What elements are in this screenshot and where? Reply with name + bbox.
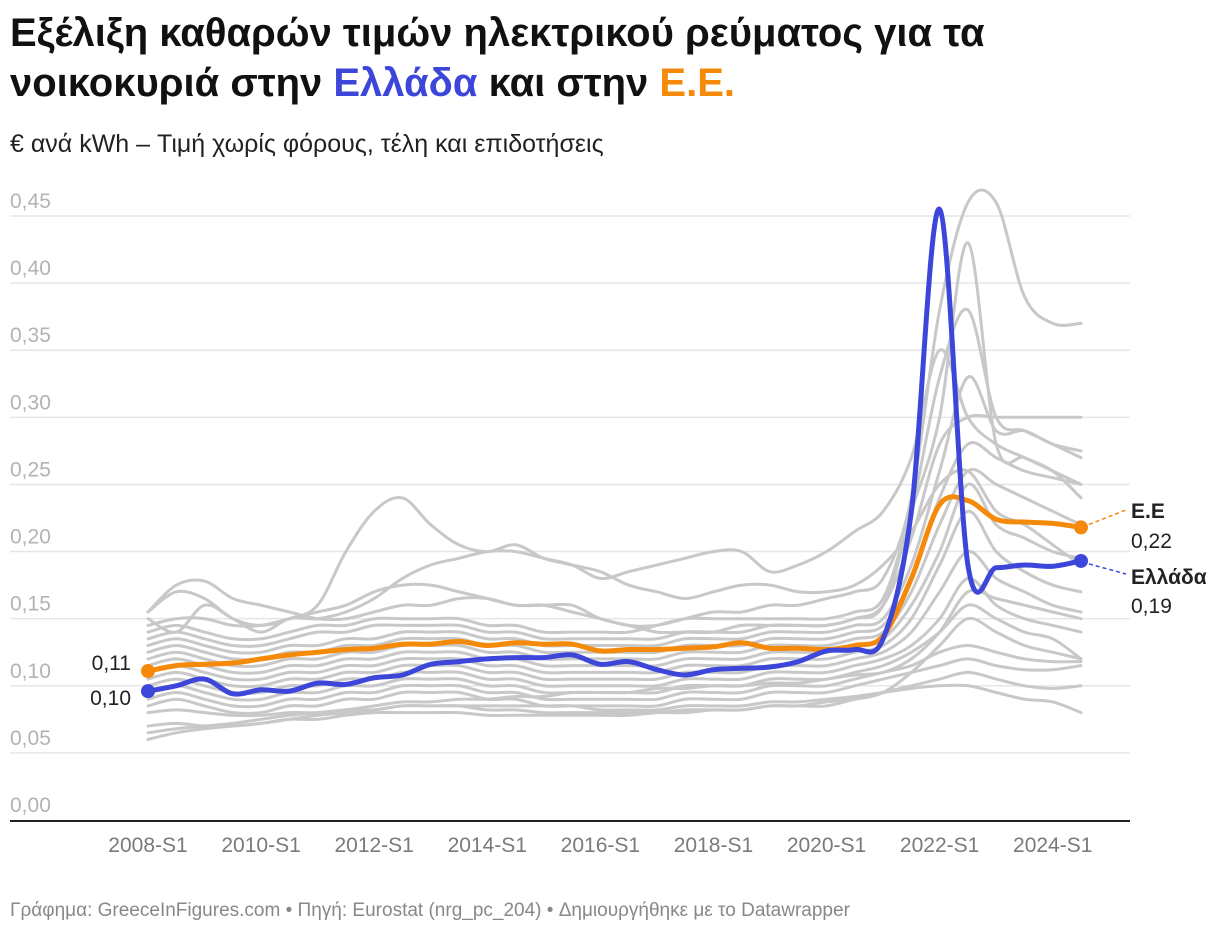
chart-title: Εξέλιξη καθαρών τιμών ηλεκτρικού ρεύματο… xyxy=(10,8,1200,108)
line-other-9 xyxy=(146,482,1083,675)
y-tick-label: 0,30 xyxy=(10,391,51,414)
line-other-17 xyxy=(146,683,1083,728)
y-axis: 0,00 0,05 0,10 0,15 0,20 0,25 0,30 0,35 0,40 0,45 xyxy=(10,190,51,817)
line-other-6 xyxy=(146,375,1083,655)
y-tick-label: 0,40 xyxy=(10,257,51,280)
x-tick-label: 2022-S1 xyxy=(900,834,979,857)
line-other-12 xyxy=(146,576,1083,695)
x-tick-label: 2008-S1 xyxy=(108,834,187,857)
start-point-eu xyxy=(141,664,155,679)
greece-label-leader xyxy=(1088,563,1127,575)
y-tick-label: 0,05 xyxy=(10,727,51,750)
line-eu xyxy=(145,494,1084,674)
y-tick-label: 0,00 xyxy=(10,794,51,817)
line-other-20 xyxy=(146,588,1083,735)
y-tick-label: 0,20 xyxy=(10,526,51,549)
eu-start-value-label: 0,11 xyxy=(92,652,131,675)
title-middle: και στην xyxy=(477,61,660,105)
greece-end-value-label: 0,19 xyxy=(1131,595,1172,618)
greece-end-label: Ελλάδα xyxy=(1131,566,1207,589)
line-greece xyxy=(145,206,1084,697)
highlight-lines xyxy=(141,206,1088,699)
x-tick-label: 2024-S1 xyxy=(1013,834,1092,857)
title-eu: Ε.Ε. xyxy=(659,61,735,105)
title-prefix: Εξέλιξη καθαρών τιμών ηλεκτρικού ρεύματο… xyxy=(10,11,985,105)
y-tick-label: 0,10 xyxy=(10,660,51,683)
x-tick-label: 2010-S1 xyxy=(221,834,300,857)
series-labels: 0,11 0,10 Ε.Ε 0,22 Ελλάδα 0,19 xyxy=(90,500,1207,710)
other-countries-lines xyxy=(146,188,1083,741)
title-greece: Ελλάδα xyxy=(333,61,478,105)
end-point-greece xyxy=(1074,553,1088,568)
y-tick-label: 0,45 xyxy=(10,190,51,213)
line-other-2 xyxy=(146,348,1083,634)
y-tick-label: 0,35 xyxy=(10,324,51,347)
eu-end-value-label: 0,22 xyxy=(1131,530,1172,553)
line-other-5 xyxy=(146,413,1083,648)
x-tick-label: 2012-S1 xyxy=(334,834,413,857)
eu-label-leader xyxy=(1088,509,1127,526)
line-other-19 xyxy=(146,307,1083,635)
eu-end-label: Ε.Ε xyxy=(1131,500,1165,523)
line-other-10 xyxy=(146,509,1083,682)
x-tick-label: 2016-S1 xyxy=(561,834,640,857)
greece-start-value-label: 0,10 xyxy=(90,687,131,710)
line-other-11 xyxy=(146,550,1083,689)
x-tick-label: 2018-S1 xyxy=(674,834,753,857)
start-point-greece xyxy=(141,684,155,699)
y-tick-label: 0,25 xyxy=(10,458,51,481)
x-axis: 2008-S1 2010-S1 2012-S1 2014-S1 2016-S1 2018-… xyxy=(10,820,1130,857)
y-tick-label: 0,15 xyxy=(10,593,51,616)
line-other-18 xyxy=(146,616,1083,741)
x-tick-label: 2020-S1 xyxy=(787,834,866,857)
line-other-8 xyxy=(146,467,1083,668)
footer-credit: Γράφημα: GreeceInFigures.com • Πηγή: Eur… xyxy=(10,900,850,921)
chart-subtitle: € ανά kWh – Τιμή χωρίς φόρους, τέλη και … xyxy=(10,130,604,158)
x-tick-label: 2014-S1 xyxy=(448,834,527,857)
end-point-eu xyxy=(1074,520,1088,535)
line-other-15 xyxy=(146,657,1083,715)
